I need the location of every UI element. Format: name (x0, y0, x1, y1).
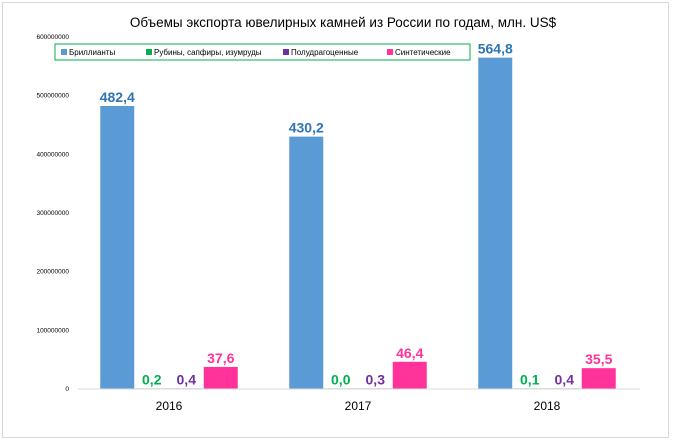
x-axis: 2016 2017 2018 (78, 388, 640, 413)
bar (203, 366, 238, 389)
y-tick-label: 400000000 (36, 151, 69, 158)
x-tick-label: 2017 (345, 399, 372, 413)
data-labels: 482,4 430,2 564,8 0,2 0,0 0,1 0,4 0,3 0,4 37,6 46,… (100, 41, 613, 388)
data-label: 35,5 (585, 351, 612, 367)
y-tick-label: 500000000 (36, 93, 69, 100)
data-label: 430,2 (289, 120, 324, 136)
y-tick-label: 600000000 (36, 34, 69, 41)
data-label: 0,3 (366, 371, 386, 387)
legend-swatch (61, 49, 67, 55)
data-label: 564,8 (478, 41, 513, 57)
data-label: 0,0 (331, 371, 351, 387)
legend-label: Рубины, сапфиры, изумруды (154, 48, 262, 57)
data-label: 0,4 (555, 371, 575, 387)
bar (478, 57, 513, 389)
y-axis: 0 100000000 200000000 300000000 400000000 500… (36, 34, 69, 393)
data-label: 46,4 (396, 345, 423, 361)
bar (289, 136, 324, 389)
x-tick-label: 2016 (156, 399, 183, 413)
y-tick-label: 200000000 (36, 269, 69, 276)
legend-swatch (387, 49, 393, 55)
legend-swatch (146, 49, 152, 55)
data-label: 37,6 (207, 350, 234, 366)
data-label: 482,4 (100, 89, 135, 105)
x-tick-label: 2018 (534, 399, 561, 413)
legend-label: Полудрагоценные (291, 48, 359, 57)
data-label: 0,4 (177, 371, 197, 387)
legend-swatch (283, 49, 289, 55)
data-label: 0,1 (520, 371, 540, 387)
bar (392, 361, 427, 389)
bars (100, 57, 616, 389)
y-tick-label: 100000000 (36, 327, 69, 334)
bar (100, 105, 135, 389)
legend: Бриллианты Рубины, сапфиры, изумруды Полуд… (54, 43, 471, 61)
data-label: 0,2 (142, 371, 162, 387)
legend-box (54, 43, 471, 61)
chart-title: Объемы экспорта ювелирных камней из Росс… (130, 15, 557, 30)
legend-label: Бриллианты (69, 48, 116, 57)
legend-label: Синтетические (395, 48, 451, 57)
y-tick-label: 0 (65, 386, 69, 393)
y-tick-label: 300000000 (36, 210, 69, 217)
bar (581, 368, 616, 389)
